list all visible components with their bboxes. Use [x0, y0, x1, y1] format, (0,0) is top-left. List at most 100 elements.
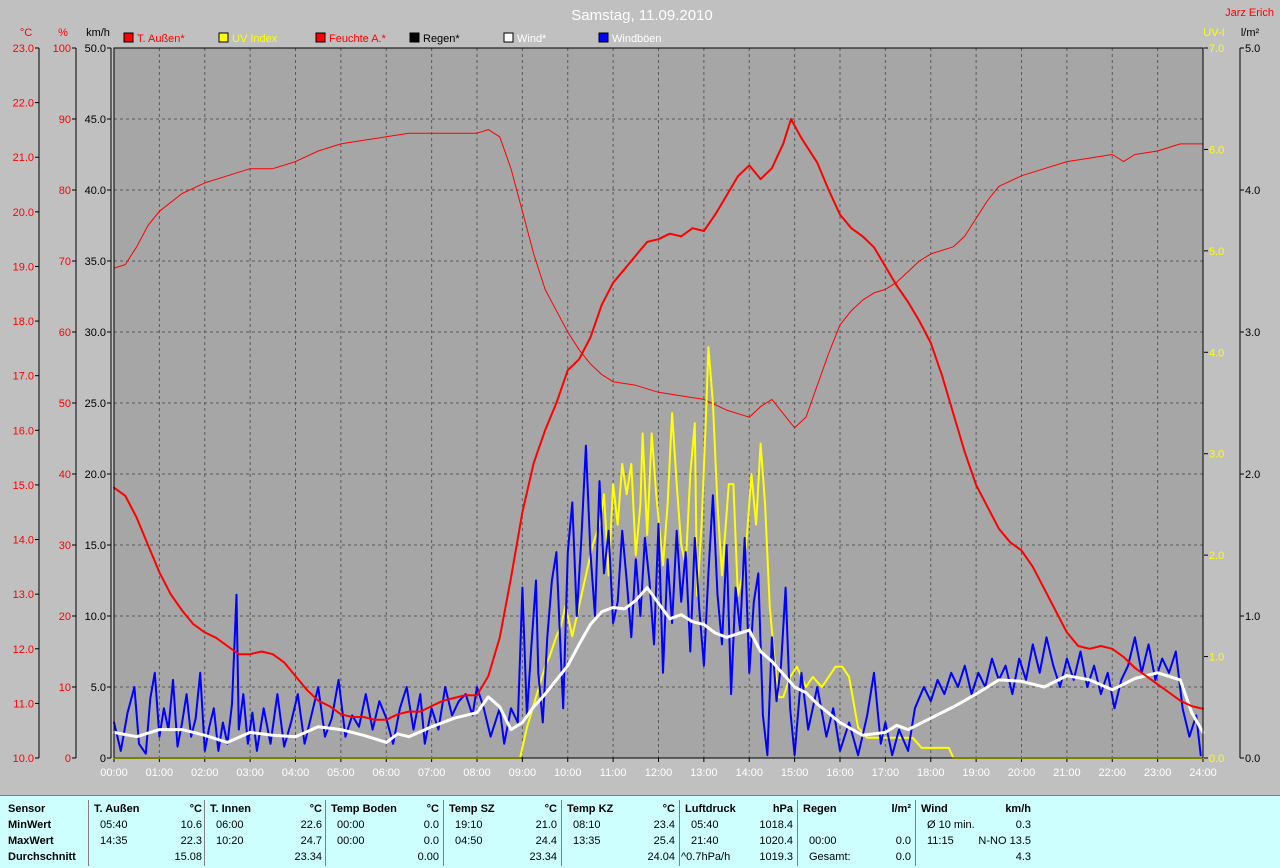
weather-chart: 00:00 01:00 02:00 03:00 04:00 05:00 06:00 07:00…	[12, 7, 1274, 779]
stat-min-time: 19:10	[455, 819, 483, 831]
left-axis-tick-label: 35.0	[85, 256, 106, 268]
series-wind	[112, 586, 1205, 744]
stat-unit: km/h	[1005, 803, 1031, 815]
left-axis-tick-label: 60	[59, 327, 71, 339]
left-axis-tick-label: 14.0	[13, 535, 34, 547]
stat-avg-value: 0.00	[417, 851, 439, 863]
right-axis-tick-label: 5.0	[1245, 43, 1260, 55]
x-tick-label: 12:00	[645, 767, 673, 779]
x-tick-label: 13:00	[690, 767, 718, 779]
left-axis-tick-label: 20.0	[13, 207, 34, 219]
stat-separator	[443, 800, 444, 866]
x-tick-label: 15:00	[781, 767, 809, 779]
left-axis-tick-label: 12.0	[13, 644, 34, 656]
stat-separator	[561, 800, 562, 866]
stat-avg-value: 0.0	[895, 851, 911, 863]
stat-max-time: 10:20	[216, 835, 244, 847]
axes: 00:00 01:00 02:00 03:00 04:00 05:00 06:00 07:00…	[13, 27, 1261, 779]
stat-max-time: 13:35	[573, 835, 601, 847]
stat-separator	[679, 800, 680, 866]
left-axis-tick-label: 16.0	[13, 425, 34, 437]
stat-max-time: 14:35	[100, 835, 128, 847]
stat-separator	[325, 800, 326, 866]
x-tick-label: 24:00	[1189, 767, 1217, 779]
x-tick-label: 22:00	[1098, 767, 1126, 779]
stat-column: T. Außen °C 05:40 10.6 14:35 22.3 15.08	[94, 796, 202, 868]
x-tick-label: 07:00	[418, 767, 446, 779]
left-axis-tick-label: 45.0	[85, 114, 106, 126]
row-label-max: MaxWert	[8, 835, 54, 847]
stat-avg-value: 23.34	[529, 851, 557, 863]
stat-max-time: 00:00	[337, 835, 365, 847]
left-axis-tick-label: 11.0	[13, 698, 34, 710]
stat-column: Luftdruck hPa 05:40 1018.4 21:40 1020.4 ^0.7hP…	[681, 796, 793, 868]
series-t-außen	[113, 118, 1204, 721]
x-tick-label: 08:00	[463, 767, 491, 779]
left-axis-tick-label: 50.0	[85, 43, 106, 55]
left-axis-tick-label: 20	[59, 611, 71, 623]
stat-max-value: 24.7	[300, 835, 322, 847]
stat-separator	[88, 800, 89, 866]
legend-swatch	[409, 32, 420, 43]
x-tick-label: 06:00	[372, 767, 400, 779]
stat-unit: l/m²	[891, 803, 911, 815]
series-feuchte-a	[113, 129, 1204, 429]
right-axis-unit: UV-I	[1203, 27, 1224, 39]
legend-swatch	[598, 32, 609, 43]
left-axis-tick-label: 18.0	[13, 316, 34, 328]
stat-separator	[797, 800, 798, 866]
left-axis-tick-label: 5.0	[91, 682, 106, 694]
legend-label: Feuchte A.*	[329, 33, 387, 45]
legend-label: T. Außen*	[137, 33, 185, 45]
stat-column: T. Innen °C 06:00 22.6 10:20 24.7 23.34	[210, 796, 322, 868]
stat-min-time: 05:40	[691, 819, 719, 831]
right-axis-tick-label: 1.0	[1245, 611, 1260, 623]
stat-min-time: 05:40	[100, 819, 128, 831]
stat-name: Temp KZ	[567, 803, 614, 815]
stat-max-value: 0.0	[423, 835, 439, 847]
stat-unit: °C	[544, 803, 557, 815]
stat-column: Temp Boden °C 00:00 0.0 00:00 0.0 0.00	[331, 796, 439, 868]
right-axis-tick-label: 0.0	[1209, 753, 1224, 765]
right-axis-tick-label: 2.0	[1245, 469, 1260, 481]
x-tick-label: 20:00	[1008, 767, 1036, 779]
right-axis-tick-label: 0.0	[1245, 753, 1260, 765]
stat-name: Wind	[921, 803, 948, 815]
right-axis-tick-label: 3.0	[1245, 327, 1260, 339]
row-label-min: MinWert	[8, 819, 52, 831]
x-tick-label: 11:00	[600, 767, 627, 779]
stat-max-value: N-NO 13.5	[978, 835, 1031, 847]
stat-avg-label: Gesamt:	[809, 851, 851, 863]
left-axis-tick-label: 70	[59, 256, 71, 268]
stat-name: T. Innen	[210, 803, 251, 815]
stat-min-value: 0.3	[1015, 819, 1031, 831]
right-axis-tick-label: 3.0	[1209, 449, 1224, 461]
left-axis-tick-label: 100	[53, 43, 71, 55]
x-tick-label: 23:00	[1144, 767, 1172, 779]
legend-swatch	[218, 32, 229, 43]
stat-unit: °C	[189, 803, 202, 815]
stat-max-time: 21:40	[691, 835, 719, 847]
author-label: Jarz Erich	[1225, 7, 1274, 19]
x-tick-label: 14:00	[735, 767, 763, 779]
x-tick-label: 05:00	[327, 767, 355, 779]
left-axis-tick-label: 19.0	[13, 261, 34, 273]
left-axis-tick-label: 90	[59, 114, 71, 126]
legend-swatch	[123, 32, 134, 43]
right-axis-tick-label: 6.0	[1209, 144, 1224, 156]
legend-label: UV Index	[232, 33, 278, 45]
stat-unit: °C	[662, 803, 675, 815]
right-axis-tick-label: 7.0	[1209, 43, 1224, 55]
right-axis-tick-label: 2.0	[1209, 550, 1224, 562]
left-axis-tick-label: 10.0	[13, 753, 34, 765]
stat-name: Temp Boden	[331, 803, 397, 815]
legend-swatch	[315, 32, 326, 43]
stat-max-value: 24.4	[535, 835, 557, 847]
row-labels: Sensor MinWert MaxWert Durchschnitt	[8, 796, 88, 868]
left-axis-tick-label: 30	[59, 540, 71, 552]
x-tick-label: 21:00	[1053, 767, 1081, 779]
left-axis-tick-label: 15.0	[13, 480, 34, 492]
stat-max-time: 11:15	[927, 835, 954, 847]
stat-min-value: 23.4	[653, 819, 675, 831]
stat-max-value: 25.4	[653, 835, 675, 847]
